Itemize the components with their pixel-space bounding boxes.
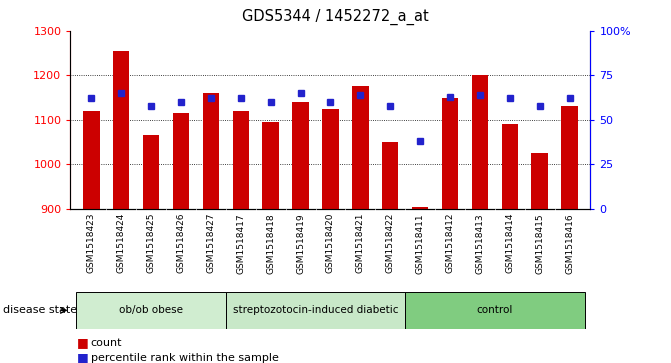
Text: GSM1518423: GSM1518423 <box>87 213 96 273</box>
Text: ■: ■ <box>77 351 89 363</box>
Text: GSM1518427: GSM1518427 <box>207 213 215 273</box>
Bar <box>412 207 428 209</box>
Bar <box>203 93 219 209</box>
Bar <box>262 122 279 209</box>
Text: ob/ob obese: ob/ob obese <box>119 305 183 315</box>
Bar <box>233 111 249 209</box>
Text: GSM1518417: GSM1518417 <box>236 213 246 274</box>
Text: percentile rank within the sample: percentile rank within the sample <box>91 352 278 363</box>
Bar <box>405 292 584 329</box>
Text: GSM1518418: GSM1518418 <box>266 213 275 274</box>
Bar <box>226 292 405 329</box>
Text: GSM1518415: GSM1518415 <box>535 213 544 274</box>
Bar <box>322 109 339 209</box>
Bar <box>76 292 226 329</box>
Bar <box>501 124 518 209</box>
Text: GSM1518412: GSM1518412 <box>446 213 454 273</box>
Text: GSM1518422: GSM1518422 <box>386 213 395 273</box>
Text: GSM1518426: GSM1518426 <box>176 213 186 273</box>
Text: GSM1518413: GSM1518413 <box>475 213 484 274</box>
Bar <box>382 142 399 209</box>
Bar <box>472 75 488 209</box>
Text: streptozotocin-induced diabetic: streptozotocin-induced diabetic <box>233 305 399 315</box>
Text: count: count <box>91 338 122 348</box>
Bar <box>293 102 309 209</box>
Bar <box>531 153 548 209</box>
Bar <box>83 111 99 209</box>
Text: GSM1518420: GSM1518420 <box>326 213 335 273</box>
Text: GDS5344 / 1452272_a_at: GDS5344 / 1452272_a_at <box>242 9 429 25</box>
Bar <box>113 51 130 209</box>
Text: ■: ■ <box>77 337 89 350</box>
Text: GSM1518419: GSM1518419 <box>296 213 305 274</box>
Text: control: control <box>476 305 513 315</box>
Bar <box>143 135 160 209</box>
Text: GSM1518421: GSM1518421 <box>356 213 365 273</box>
Bar <box>173 113 189 209</box>
Text: GSM1518416: GSM1518416 <box>565 213 574 274</box>
Text: GSM1518411: GSM1518411 <box>415 213 425 274</box>
Bar <box>562 106 578 209</box>
Text: GSM1518414: GSM1518414 <box>505 213 514 273</box>
Text: disease state: disease state <box>3 305 77 315</box>
Text: GSM1518424: GSM1518424 <box>117 213 125 273</box>
Text: GSM1518425: GSM1518425 <box>147 213 156 273</box>
Bar <box>442 98 458 209</box>
Bar <box>352 86 368 209</box>
